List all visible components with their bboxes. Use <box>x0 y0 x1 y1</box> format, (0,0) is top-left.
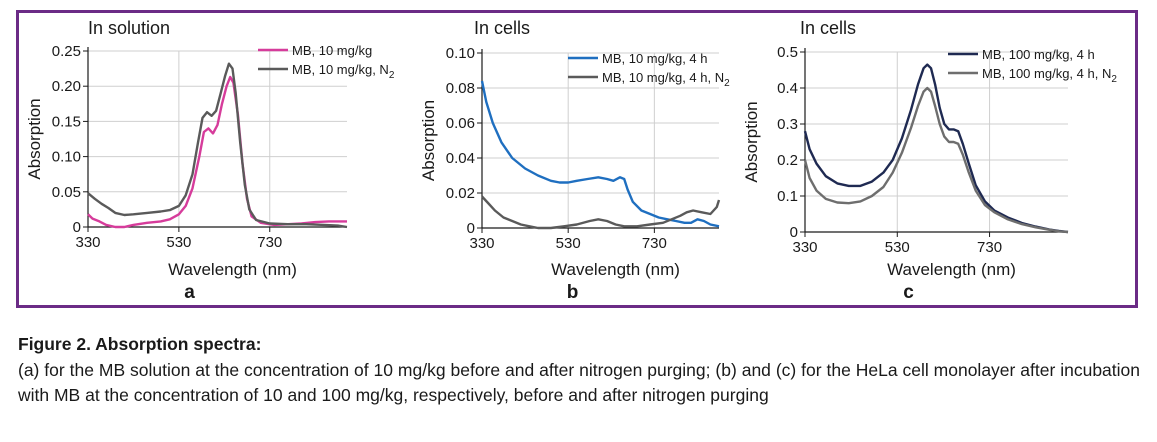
panel-letter: c <box>903 282 914 303</box>
legend-label-text: MB, 10 mg/kg, N <box>292 62 389 77</box>
series-line-2 <box>481 195 721 230</box>
x-tick-label: 530 <box>166 234 191 251</box>
y-tick-label: 0 <box>467 220 475 237</box>
panel-title: In cells <box>474 18 530 38</box>
y-tick-label: 0 <box>790 224 798 241</box>
y-axis-title: Absorption <box>742 101 761 182</box>
figure-frame <box>16 10 1138 308</box>
caption-title: Figure 2. Absorption spectra: <box>18 334 262 354</box>
y-tick-label: 0.08 <box>446 80 475 97</box>
y-tick-label: 0.10 <box>52 149 81 166</box>
legend-label: MB, 10 mg/kg, N2 <box>292 62 395 81</box>
y-tick-label: 0.05 <box>52 184 81 201</box>
panel-c: 0 0.1 0.2 0.3 0.4 0.5 330 530 730 MB, 100 mg/kg, … <box>742 18 1117 303</box>
x-tick-label: 330 <box>75 234 100 251</box>
y-tick-label: 0.2 <box>777 152 798 169</box>
panel-title: In solution <box>88 18 170 38</box>
y-tick-label: 0.15 <box>52 113 81 130</box>
legend-label: MB, 100 mg/kg, 4 h <box>982 47 1095 62</box>
legend-subscript: 2 <box>1111 74 1117 85</box>
legend-subscript: 2 <box>724 78 730 89</box>
legend-label: MB, 100 mg/kg, 4 h, N2 <box>982 66 1117 85</box>
series-line-2 <box>87 62 348 229</box>
legend-label-text: MB, 10 mg/kg, 4 h <box>602 51 708 66</box>
series-line-2 <box>803 86 1069 234</box>
legend-label-text: MB, 10 mg/kg, 4 h, N <box>602 70 724 85</box>
legend-label-text: MB, 100 mg/kg, 4 h <box>982 47 1095 62</box>
x-tick-label: 530 <box>885 239 910 256</box>
x-tick-label: 330 <box>792 239 817 256</box>
y-axis-title: Absorption <box>25 98 44 179</box>
legend-label-text: MB, 10 mg/kg <box>292 43 372 58</box>
y-tick-label: 0.10 <box>446 45 475 62</box>
caption-body: (a) for the MB solution at the concentra… <box>18 360 1140 405</box>
panel-a: 0 0.05 0.10 0.15 0.20 0.25 330 530 730 MB, 10 mg/… <box>25 18 395 303</box>
y-tick-label: 0.1 <box>777 188 798 205</box>
y-tick-label: 0.3 <box>777 116 798 133</box>
panel-title: In cells <box>800 18 856 38</box>
panel-letter: b <box>567 282 579 303</box>
x-axis-title: Wavelength (nm) <box>551 260 680 279</box>
legend-subscript: 2 <box>389 70 395 81</box>
y-axis-title: Absorption <box>419 100 438 181</box>
y-tick-label: 0.25 <box>52 43 81 60</box>
legend-label: MB, 10 mg/kg, 4 h <box>602 51 708 66</box>
y-tick-label: 0 <box>73 219 81 236</box>
x-tick-label: 730 <box>642 235 667 252</box>
figure-caption: Figure 2. Absorption spectra: (a) for th… <box>18 334 1140 408</box>
panel-letter: a <box>184 282 195 303</box>
series-line-1 <box>803 63 1069 234</box>
panel-b: 0 0.02 0.04 0.06 0.08 0.10 330 530 730 MB, 10 mg/… <box>419 18 730 303</box>
x-tick-label: 730 <box>257 234 282 251</box>
y-tick-label: 0.06 <box>446 115 475 132</box>
legend-label: MB, 10 mg/kg, 4 h, N2 <box>602 70 730 89</box>
y-tick-label: 0.02 <box>446 185 475 202</box>
series-line-1 <box>87 75 347 229</box>
x-tick-label: 730 <box>977 239 1002 256</box>
x-axis-title: Wavelength (nm) <box>887 260 1016 279</box>
x-axis-title: Wavelength (nm) <box>168 260 297 279</box>
y-tick-label: 0.4 <box>777 80 798 97</box>
x-tick-label: 330 <box>469 235 494 252</box>
y-tick-label: 0.5 <box>777 44 798 61</box>
y-tick-label: 0.20 <box>52 78 81 95</box>
x-tick-label: 530 <box>556 235 581 252</box>
y-tick-label: 0.04 <box>446 150 475 167</box>
series-line-1 <box>480 80 720 228</box>
legend-label-text: MB, 100 mg/kg, 4 h, N <box>982 66 1111 81</box>
legend-label: MB, 10 mg/kg <box>292 43 372 58</box>
